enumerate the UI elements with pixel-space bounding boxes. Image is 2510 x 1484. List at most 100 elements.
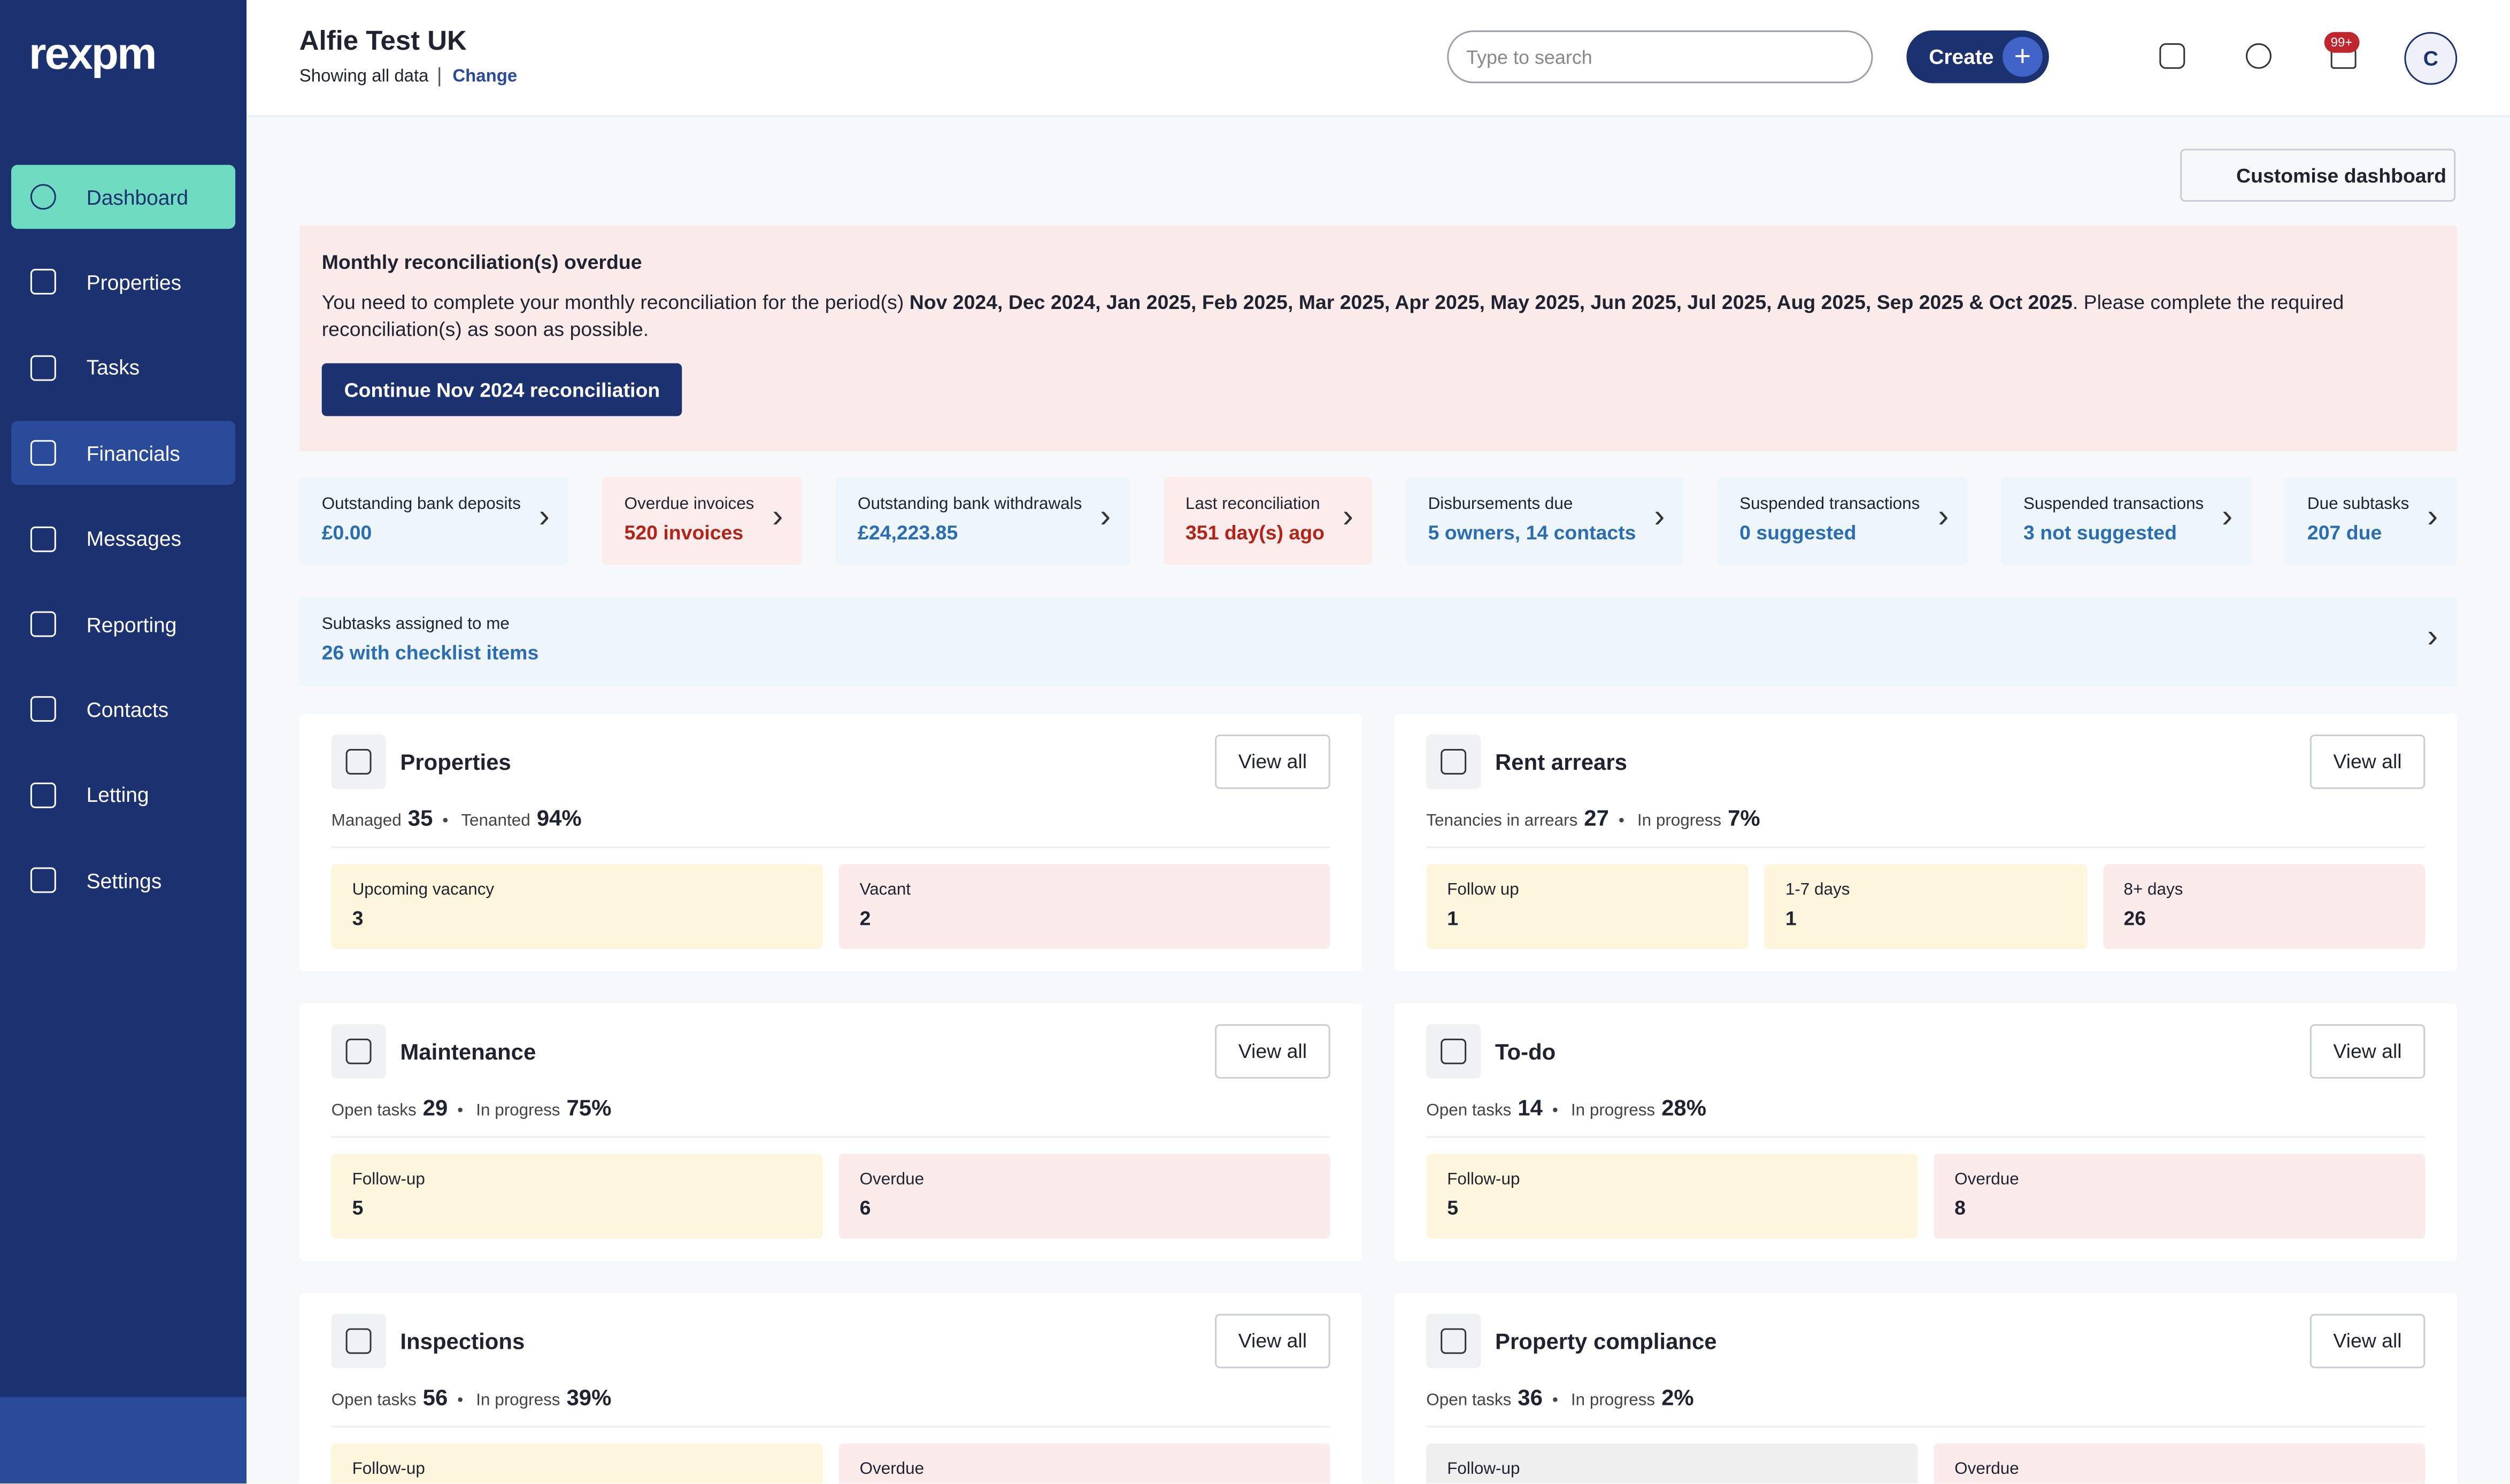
header: Alfie Test UK Showing all data Change Typ… (247, 0, 2510, 117)
stat-label: Tenancies in arrears (1426, 811, 1578, 831)
cell-value: 6 (859, 1197, 871, 1220)
reconcile-button[interactable]: Continue Nov 2024 reconciliation (321, 363, 683, 416)
tile-value: £0.00 (321, 521, 372, 544)
cell-value: 26 (2123, 907, 2146, 930)
widget: Property compliance View all Open tasks 36 •… (1394, 1293, 2458, 1484)
stat-label: Open tasks (1426, 1101, 1512, 1120)
value: 26 with checklist items (321, 641, 539, 664)
nav-icon (30, 782, 56, 808)
status-cell[interactable]: Vacant 2 (838, 864, 1330, 949)
subtasks-tile[interactable]: Subtasks assigned to me 26 with checklist… (299, 597, 2458, 687)
stat-label: In progress (1570, 1101, 1656, 1120)
cell-label: Follow-up (352, 1459, 425, 1479)
status-cell[interactable]: Overdue (1934, 1443, 2426, 1484)
nav-item[interactable]: Financials (11, 421, 236, 485)
stat-tile[interactable]: Last reconciliation 351 day(s) ago (1163, 477, 1373, 565)
status-cell[interactable]: Follow-up 5 (331, 1154, 823, 1239)
status-cell[interactable]: Upcoming vacancy 3 (331, 864, 823, 949)
stat-tile[interactable]: Due subtasks 207 due (2284, 477, 2458, 565)
status-cell[interactable]: Follow-up (1426, 1443, 1918, 1484)
nav-item[interactable]: Tasks (11, 336, 235, 400)
create-button[interactable]: Create (1906, 30, 2049, 83)
status-cell[interactable]: 8+ days 26 (2103, 864, 2426, 949)
stat-tile[interactable]: Overdue invoices 520 invoices (602, 477, 803, 565)
tile-value: 0 suggested (1739, 521, 1857, 544)
stat-value: 14 (1518, 1094, 1543, 1120)
tile-value: 520 invoices (624, 521, 744, 544)
periods: Nov 2024, Dec 2024, Jan 2025, Feb 2025, … (909, 291, 2073, 314)
nav-item[interactable]: Letting (11, 763, 235, 827)
stat-tile[interactable]: Outstanding bank withdrawals £24,223.85 (835, 477, 1130, 565)
stat-value: 2% (1661, 1384, 1694, 1410)
widget-title: Maintenance (400, 1038, 536, 1064)
status-cell[interactable]: 1-7 days 1 (1764, 864, 2087, 949)
cell-value: 5 (352, 1197, 364, 1220)
widget: Maintenance View all Open tasks 29 • In progr… (299, 1003, 1362, 1261)
separator-dot: • (457, 1101, 464, 1120)
nav-item[interactable]: Contacts (11, 677, 235, 741)
widget-icon (331, 1313, 386, 1369)
status-cell[interactable]: Overdue (838, 1443, 1330, 1484)
change-link[interactable]: Change (438, 67, 518, 87)
nav-label: Messages (86, 527, 182, 551)
cell-label: Vacant (859, 880, 911, 900)
widget-cells: Follow up 1 1-7 days 1 8+ days 26 (1426, 864, 2426, 949)
divider (1426, 1426, 2426, 1428)
widget-cells: Follow-up Overdue (331, 1443, 1330, 1484)
search[interactable]: Type to search (1447, 30, 1873, 83)
nav-item[interactable]: Messages (11, 507, 235, 571)
stat-label: Tenanted (461, 811, 530, 831)
nav-icon (30, 868, 56, 893)
stat-value: 7% (1728, 805, 1760, 831)
cell-label: Overdue (859, 1170, 925, 1189)
customise-button[interactable]: Customise dashboard (2180, 149, 2456, 202)
text: You need to complete your monthly reconc… (321, 291, 910, 314)
stat-label: Open tasks (331, 1101, 417, 1120)
view-all[interactable]: View all (1215, 1024, 1330, 1079)
stat-value: 28% (1661, 1094, 1707, 1120)
separator-dot: • (1552, 1390, 1558, 1410)
status-cell[interactable]: Follow up 1 (1426, 864, 1749, 949)
stat-tile[interactable]: Suspended transactions 0 suggested (1717, 477, 1968, 565)
stat-value: 94% (536, 805, 582, 831)
widget-title: To-do (1495, 1038, 1556, 1064)
stat-value: 27 (1584, 805, 1609, 831)
widget-title: Rent arrears (1495, 749, 1627, 775)
gift-icon[interactable] (2159, 43, 2185, 69)
widget-stats: Tenancies in arrears 27 • In progress 7% (1426, 805, 1769, 831)
nav-icon (30, 611, 56, 637)
view-all[interactable]: View all (2309, 1024, 2426, 1079)
tile-value: 351 day(s) ago (1185, 521, 1325, 544)
view-all[interactable]: View all (2309, 735, 2426, 789)
widget-icon (1426, 735, 1481, 789)
tile-label: Overdue invoices (624, 494, 754, 514)
avatar[interactable]: C (2404, 32, 2458, 85)
org-name: Alfie Test UK (299, 25, 467, 56)
separator-dot: • (442, 811, 449, 831)
nav-item[interactable]: Reporting (11, 592, 235, 656)
stat-tile[interactable]: Suspended transactions 3 not suggested (2001, 477, 2252, 565)
widget-icon (1426, 1313, 1481, 1369)
cell-label: Upcoming vacancy (352, 880, 495, 900)
widget-cells: Upcoming vacancy 3 Vacant 2 (331, 864, 1330, 949)
nav-item[interactable]: Settings (11, 848, 235, 913)
status-cell[interactable]: Follow-up (331, 1443, 823, 1484)
nav-item[interactable]: Dashboard (11, 165, 236, 229)
status-cell[interactable]: Overdue 8 (1934, 1154, 2426, 1239)
collapse-button[interactable] (0, 1397, 247, 1484)
tile-label: Suspended transactions (1739, 494, 1920, 514)
help-icon[interactable] (2246, 43, 2272, 69)
status-cell[interactable]: Follow-up 5 (1426, 1154, 1918, 1239)
separator-dot: • (1552, 1101, 1558, 1120)
stat-tile[interactable]: Disbursements due 5 owners, 14 contacts (1405, 477, 1684, 565)
stat-value: 39% (566, 1384, 612, 1410)
view-all[interactable]: View all (2309, 1313, 2426, 1369)
stat-label: In progress (1637, 811, 1722, 831)
nav-item[interactable]: Properties (11, 250, 235, 314)
view-all[interactable]: View all (1215, 735, 1330, 789)
status-cell[interactable]: Overdue 6 (838, 1154, 1330, 1239)
stat-tile[interactable]: Outstanding bank deposits £0.00 (299, 477, 569, 565)
tile-label: Outstanding bank deposits (321, 494, 521, 514)
view-all[interactable]: View all (1215, 1313, 1330, 1369)
